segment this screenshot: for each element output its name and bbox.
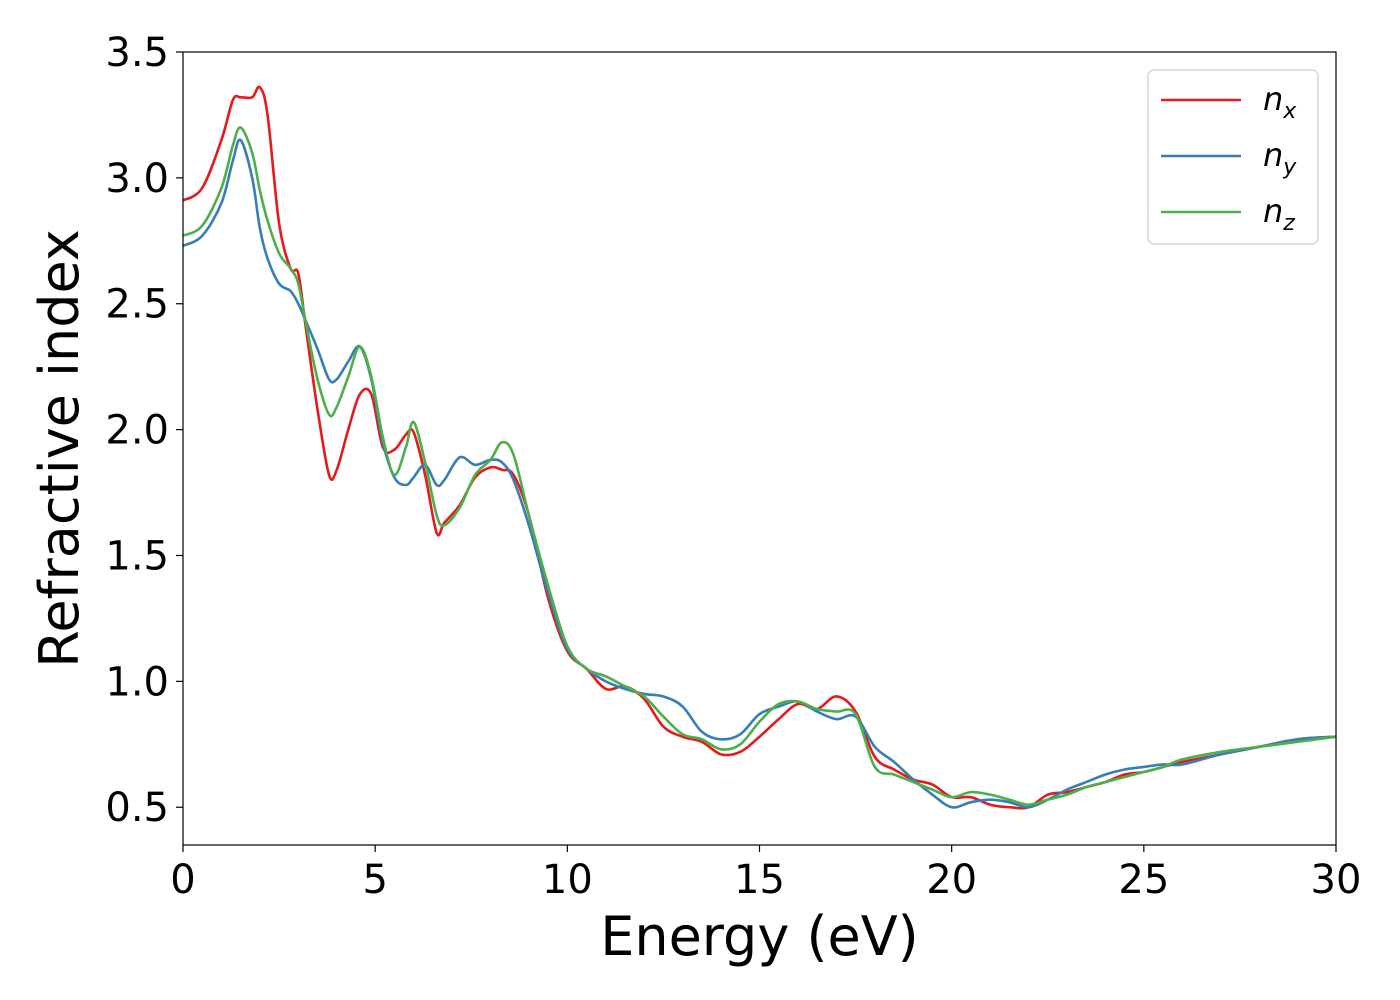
x-axis-title: Energy (eV) — [600, 905, 919, 968]
x-tick-label: 25 — [1118, 857, 1169, 903]
y-axis-ticks: 0.5 1.0 1.5 2.0 2.5 3.0 3.5 — [105, 30, 183, 831]
series-layer — [183, 85, 1336, 810]
series-line-z — [183, 126, 1336, 807]
x-tick-label: 15 — [734, 857, 785, 903]
y-tick-label: 1.0 — [105, 659, 169, 705]
y-tick-label: 3.0 — [105, 156, 169, 202]
y-tick-label: 0.5 — [105, 785, 169, 831]
legend-label-x: nx — [1263, 80, 1297, 124]
x-tick-label: 5 — [362, 857, 387, 903]
y-tick-label: 1.5 — [105, 533, 169, 579]
legend: nx ny nz — [1147, 69, 1319, 245]
y-tick-label: 3.5 — [105, 30, 169, 76]
x-tick-label: 20 — [926, 857, 977, 903]
x-tick-label: 0 — [170, 857, 195, 903]
y-axis-title: Refractive index — [28, 229, 91, 668]
x-tick-label: 10 — [542, 857, 593, 903]
y-tick-label: 2.0 — [105, 408, 169, 454]
x-axis-ticks: 0 5 10 15 20 25 30 — [170, 845, 1361, 903]
legend-label-y: ny — [1263, 136, 1297, 180]
y-tick-label: 2.5 — [105, 282, 169, 328]
legend-label-z: nz — [1263, 192, 1295, 236]
x-tick-label: 30 — [1311, 857, 1362, 903]
